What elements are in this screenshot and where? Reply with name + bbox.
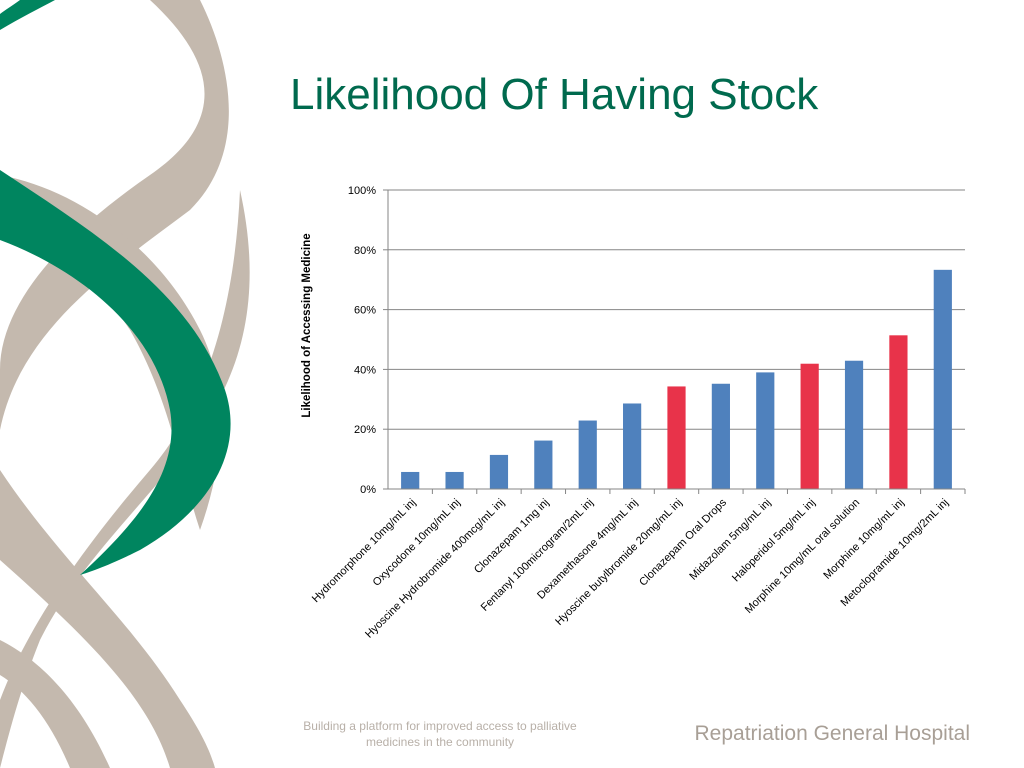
green-ribbon-main [0,170,231,575]
category-label: Clonazepam Oral Drops [637,496,729,588]
bar [800,363,819,489]
y-tick-label: 40% [354,364,376,376]
decorative-ribbons [0,0,250,768]
y-tick-label: 20% [354,424,376,436]
bar [578,420,597,489]
bar-chart: 0% 20% 40% 60% 80% 100% Hydromorphone 10mg/mL… [301,185,966,641]
bar [933,269,952,489]
bar [844,360,864,489]
axes [387,190,965,490]
y-axis-title: Likelihood of Accessing Medicine [301,233,313,417]
category-label: Haloperidol 5mg/mL inj [730,497,818,585]
slide-title: Likelihood Of Having Stock [290,70,819,119]
bar [401,471,420,489]
bar [445,471,464,489]
bar [623,403,642,489]
bar [489,454,509,489]
grey-ribbon-1 [0,0,229,430]
y-tick-label: 0% [360,484,376,496]
bar [667,386,686,489]
bar [711,383,730,489]
y-tick-labels: 0% 20% 40% 60% 80% 100% [348,185,376,496]
category-label: Morphine 10mg/mL inj [821,497,906,582]
grey-ribbon-3 [0,470,215,768]
category-label: Clonazepam 1mg inj [472,497,551,576]
grey-ribbon-5 [0,640,110,768]
y-tick-label: 100% [348,185,376,197]
hospital-name: Repatriation General Hospital [694,722,970,745]
tagline: Building a platform for improved access … [303,719,577,749]
category-label: Midazolam 5mg/mL inj [687,497,773,583]
bar [534,440,553,489]
bar [756,372,775,489]
y-tick-label: 80% [354,245,376,257]
category-label: Oxycodone 10mg/mL inj [371,497,463,589]
bars [401,269,952,489]
green-ribbon-top [0,0,55,30]
y-tick-label: 60% [354,305,376,317]
bar [889,335,908,489]
